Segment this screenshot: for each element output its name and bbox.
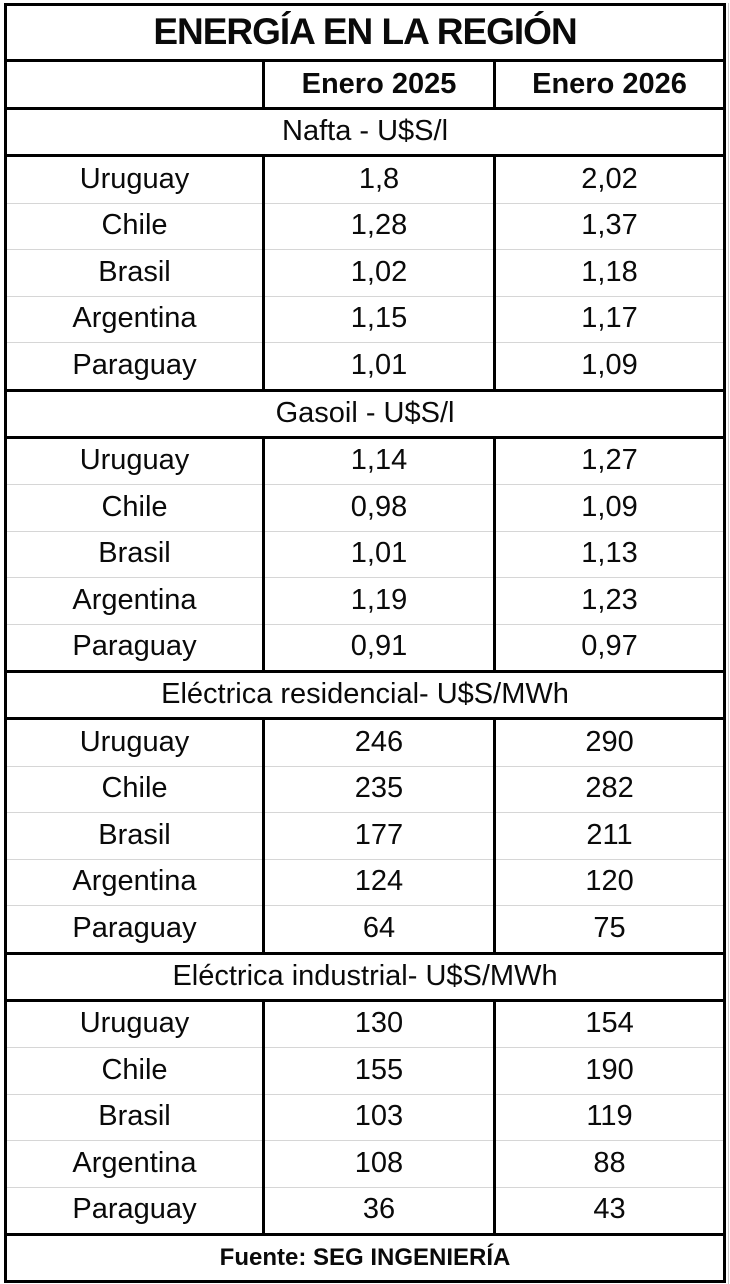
value-cell: 2,02 [492, 155, 725, 203]
section-header-electrica-industrial: Eléctrica industrial- U$S/MWh [5, 951, 725, 1002]
value-cell: 108 [262, 1140, 495, 1187]
country-cell: Argentina [5, 295, 264, 343]
table-row: Chile 0,98 1,09 [5, 484, 725, 531]
value-cell: 36 [262, 1186, 495, 1235]
value-cell: 0,91 [262, 623, 495, 672]
country-cell: Paraguay [5, 905, 264, 953]
value-cell: 1,17 [492, 295, 725, 343]
table-row: Brasil 1,02 1,18 [5, 249, 725, 296]
value-cell: 290 [492, 718, 725, 766]
value-cell: 1,13 [492, 530, 725, 578]
value-cell: 1,15 [262, 295, 495, 343]
section-header-electrica-residencial: Eléctrica residencial- U$S/MWh [5, 670, 725, 720]
value-cell: 1,14 [262, 437, 495, 485]
table-row: Uruguay 1,14 1,27 [6, 437, 725, 485]
value-cell: 1,18 [492, 249, 725, 296]
table-frame: ENERGÍA EN LA REGIÓN Enero 2025 Enero 20… [4, 3, 730, 1284]
value-cell: 119 [492, 1093, 725, 1141]
country-cell: Uruguay [79, 725, 190, 758]
table-row: Chile 235 282 [5, 765, 725, 813]
value-cell: 43 [492, 1186, 725, 1235]
table-row: Argentina 1,15 1,17 [5, 295, 725, 343]
country-cell: Argentina [5, 577, 264, 624]
country-cell: Uruguay [79, 162, 190, 195]
country-cell: Brasil [5, 530, 264, 578]
country-cell: Chile [5, 484, 264, 531]
country-cell: Chile [5, 765, 264, 813]
country-cell: Brasil [5, 1093, 264, 1141]
country-cell: Brasil [5, 812, 264, 859]
value-cell: 88 [492, 1140, 725, 1187]
section-header-gasoil: Gasoil - U$S/l [5, 388, 725, 439]
country-cell: Paraguay [5, 342, 264, 390]
table-row: Argentina 1,19 1,23 [5, 577, 725, 624]
country-cell: Paraguay [5, 623, 264, 672]
value-cell: 1,37 [492, 202, 725, 250]
table-row: Chile 1,28 1,37 [5, 202, 725, 250]
source-note: Fuente: SEG INGENIERÍA [5, 1233, 725, 1282]
value-cell: 235 [262, 765, 495, 813]
table-row: Uruguay 1,8 2,02 [6, 155, 725, 203]
table-row: Nafta - U$S/l [5, 107, 725, 157]
value-cell: 177 [262, 812, 495, 859]
value-cell: 0,97 [492, 623, 725, 672]
table-row: Paraguay 36 43 [5, 1186, 725, 1235]
table-row: ENERGÍA EN LA REGIÓN [5, 4, 725, 62]
country-cell: Argentina [5, 858, 264, 906]
column-header-enero-2026: Enero 2026 [492, 60, 725, 110]
country-cell: Argentina [5, 1140, 264, 1187]
table-row: Fuente: SEG INGENIERÍA [5, 1233, 725, 1282]
country-cell: Chile [5, 202, 264, 250]
table-row: Brasil 103 119 [5, 1093, 725, 1141]
table-row: Uruguay 130 154 [6, 1000, 725, 1048]
value-cell: 0,98 [262, 484, 495, 531]
value-cell: 124 [262, 858, 495, 906]
value-cell: 1,02 [262, 249, 495, 296]
value-cell: 1,09 [492, 484, 725, 531]
value-cell: 1,27 [492, 437, 725, 485]
value-cell: 1,8 [262, 155, 495, 203]
corner-cell [5, 60, 264, 110]
value-cell: 64 [262, 905, 495, 953]
value-cell: 75 [492, 905, 725, 953]
table-row: Brasil 177 211 [5, 812, 725, 859]
value-cell: 1,28 [262, 202, 495, 250]
value-cell: 190 [492, 1047, 725, 1094]
country-cell: Paraguay [5, 1186, 264, 1235]
table-row: Uruguay 246 290 [6, 718, 725, 766]
table-row: Chile 155 190 [5, 1047, 725, 1094]
value-cell: 154 [492, 1000, 725, 1048]
page-title: ENERGÍA EN LA REGIÓN [5, 4, 725, 62]
table-row: Eléctrica industrial- U$S/MWh [5, 951, 725, 1002]
value-cell: 246 [262, 718, 495, 766]
table-row: Eléctrica residencial- U$S/MWh [5, 670, 725, 720]
value-cell: 282 [492, 765, 725, 813]
value-cell: 1,23 [492, 577, 725, 624]
value-cell: 1,09 [492, 342, 725, 390]
table-row: Gasoil - U$S/l [5, 388, 725, 439]
country-cell: Uruguay [79, 1007, 190, 1040]
value-cell: 211 [492, 812, 725, 859]
country-cell: Brasil [5, 249, 264, 296]
value-cell: 1,01 [262, 530, 495, 578]
table-row: Paraguay 64 75 [5, 905, 725, 953]
country-cell: Uruguay [79, 444, 190, 477]
country-cell: Chile [5, 1047, 264, 1094]
energy-price-table: ENERGÍA EN LA REGIÓN Enero 2025 Enero 20… [4, 3, 727, 1283]
table-row: Paraguay 1,01 1,09 [5, 342, 725, 390]
column-header-enero-2025: Enero 2025 [262, 60, 495, 110]
value-cell: 1,01 [262, 342, 495, 390]
table-row: Argentina 124 120 [5, 858, 725, 906]
value-cell: 103 [262, 1093, 495, 1141]
section-header-nafta: Nafta - U$S/l [5, 107, 725, 157]
table-row: Paraguay 0,91 0,97 [5, 623, 725, 672]
value-cell: 1,19 [262, 577, 495, 624]
table-row: Enero 2025 Enero 2026 [5, 60, 725, 110]
value-cell: 120 [492, 858, 725, 906]
table-row: Brasil 1,01 1,13 [5, 530, 725, 578]
value-cell: 155 [262, 1047, 495, 1094]
value-cell: 130 [262, 1000, 495, 1048]
table-row: Argentina 108 88 [5, 1140, 725, 1187]
